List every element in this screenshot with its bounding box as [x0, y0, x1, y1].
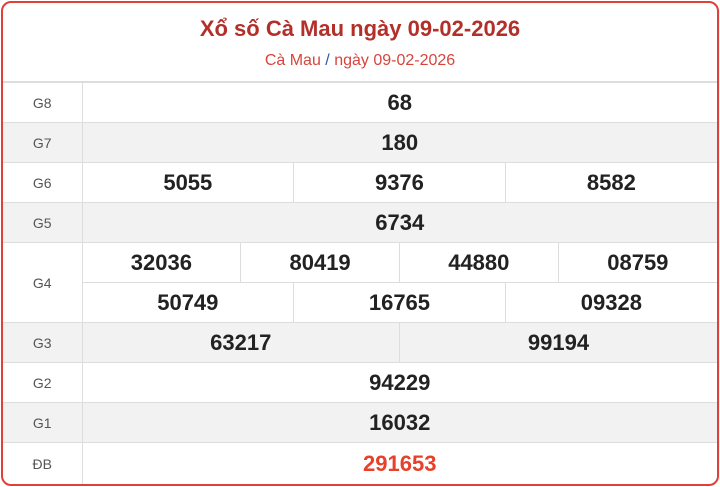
- prize-number: 9376: [293, 162, 506, 203]
- prize-row-g5: G5 6734: [3, 202, 717, 243]
- prize-row-g3: G3 63217 99194: [3, 322, 717, 363]
- prize-number: 6734: [81, 202, 717, 243]
- prize-label: G8: [3, 82, 83, 123]
- prize-number: 94229: [81, 362, 717, 403]
- prize-number: 16765: [293, 282, 506, 323]
- prize-row-special: ĐB 291653: [3, 442, 717, 484]
- breadcrumb: Cà Mau / ngày 09-02-2026: [3, 51, 717, 71]
- special-prize-number: 291653: [81, 442, 717, 484]
- prize-label: G3: [3, 322, 83, 363]
- breadcrumb-province-link[interactable]: Cà Mau: [264, 52, 321, 69]
- prize-label: G6: [3, 162, 83, 203]
- prize-number: 63217: [81, 322, 400, 363]
- prize-row-g4: G4 32036 80419 44880 08759: [3, 242, 717, 323]
- prize-number: 80419: [240, 242, 400, 283]
- prize-row-g1: G1 16032: [3, 402, 717, 443]
- prize-number: 50749: [82, 282, 295, 323]
- prize-row-g4-second: 50749 16765 09328: [3, 282, 717, 323]
- prize-number: 5055: [81, 162, 295, 203]
- breadcrumb-date: ngày 09-02-2026: [334, 52, 456, 69]
- prize-row-g2: G2 94229: [3, 362, 717, 403]
- prize-label: G7: [3, 122, 83, 163]
- prize-number: 44880: [398, 242, 559, 283]
- page-title: Xổ số Cà Mau ngày 09-02-2026: [199, 16, 521, 41]
- prize-number: 68: [81, 82, 717, 123]
- prize-number: 8582: [504, 162, 717, 203]
- prize-number: 16032: [81, 402, 717, 443]
- prize-number: 09328: [504, 282, 717, 323]
- prize-row-g8: G8 68: [3, 82, 717, 123]
- prize-row-g6: G6 5055 9376 8582: [3, 162, 717, 203]
- prize-label: G5: [3, 202, 83, 243]
- prize-number: 08759: [557, 242, 717, 283]
- prize-number: 99194: [398, 322, 717, 363]
- breadcrumb-separator: /: [325, 52, 330, 69]
- header: Xổ số Cà Mau ngày 09-02-2026 Cà Mau / ng…: [3, 3, 717, 82]
- prize-number: 180: [81, 122, 717, 163]
- prize-label: G2: [3, 362, 83, 403]
- prize-row-g7: G7 180: [3, 122, 717, 163]
- prize-number: 32036: [81, 242, 242, 283]
- prize-label: G4: [3, 242, 83, 323]
- prize-label: ĐB: [3, 442, 83, 484]
- prize-label: G1: [3, 402, 83, 443]
- results-table: G8 68 G7 180 G6 5055 9376 8582 G5 6734 G…: [3, 82, 717, 484]
